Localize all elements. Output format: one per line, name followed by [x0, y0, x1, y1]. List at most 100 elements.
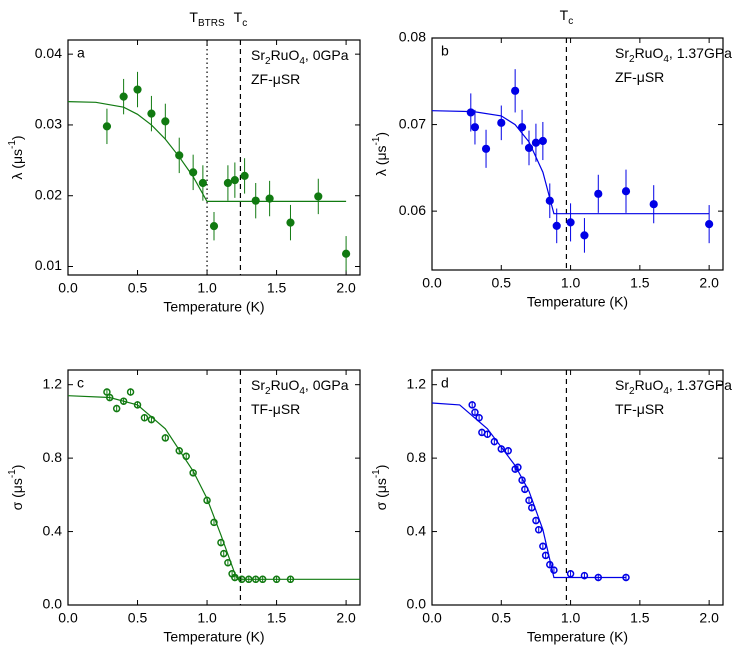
data-point: [231, 573, 239, 582]
data-point: [203, 496, 211, 505]
data-point: [182, 452, 190, 461]
x-tick-label: 1.5: [630, 275, 650, 291]
y-tick-label: 0.08: [399, 29, 426, 45]
plot-frame: [67, 369, 361, 606]
data-point: [133, 85, 142, 94]
superscript: -1: [371, 136, 382, 145]
text-part: T: [234, 9, 243, 25]
data-point: [541, 551, 550, 560]
text-part: RuO: [271, 47, 300, 63]
data-point: [189, 168, 198, 177]
y-axis-label: λ (μs-1): [371, 132, 389, 176]
data-point: [161, 117, 170, 126]
x-tick-label: 0.0: [422, 610, 442, 626]
annotation: TF-μSR: [615, 401, 664, 417]
text-part: ZF-μSR: [251, 71, 300, 87]
data-point: [140, 413, 149, 422]
panel-letter: a: [77, 45, 85, 61]
data-point: [497, 445, 506, 453]
data-point: [272, 575, 281, 584]
data-point: [251, 196, 260, 205]
data-point: [219, 549, 228, 558]
data-point: [566, 570, 575, 578]
data-point: [217, 538, 225, 547]
data-point: [175, 447, 183, 455]
data-point: [238, 575, 246, 584]
fit-line: [431, 402, 626, 579]
text-part: RuO: [635, 45, 664, 61]
annotation: Sr2RuO4, 1.37GPa: [615, 377, 732, 397]
data-point: [230, 176, 239, 185]
y-tick-label: 0.0: [43, 596, 63, 612]
data-point: [251, 575, 260, 584]
x-tick-label: 0.0: [58, 610, 78, 626]
data-point: [147, 109, 156, 118]
y-tick-label: 0.07: [399, 115, 426, 131]
data-point: [265, 194, 274, 203]
x-tick-label: 1.0: [561, 610, 581, 626]
panel-letter: d: [441, 375, 449, 391]
data-point: [622, 573, 630, 582]
subscript: 2: [629, 386, 635, 397]
x-tick-label: 0.0: [58, 280, 78, 296]
data-point: [341, 249, 351, 258]
x-tick-label: 0.5: [128, 280, 148, 296]
reference-label: TBTRS: [189, 9, 225, 29]
panel: 0.0 0.5 1.0 1.5 2.0 0.01 0.02 0.03 0.04 Temperatu…: [7, 9, 361, 315]
data-point: [175, 151, 184, 160]
subscript: 2: [265, 56, 271, 67]
x-axis-label: Temperature (K): [163, 299, 264, 315]
x-axis-label: Temperature (K): [163, 629, 264, 645]
text-part: ): [9, 135, 25, 140]
data-point: [286, 218, 295, 227]
data-point: [314, 192, 323, 201]
text-part: σ (μs: [9, 478, 25, 510]
data-point: [470, 123, 480, 132]
data-point: [245, 575, 253, 584]
data-point: [475, 413, 483, 422]
data-point: [580, 231, 589, 240]
data-point: [258, 575, 267, 584]
data-point: [566, 218, 575, 227]
fit-line: [67, 395, 360, 580]
x-tick-label: 1.5: [630, 610, 650, 626]
data-point: [286, 575, 295, 584]
data-point: [198, 178, 207, 188]
x-tick-label: 0.5: [492, 610, 512, 626]
data-point: [524, 143, 534, 153]
data-point: [531, 138, 541, 147]
plot-frame: [67, 39, 361, 276]
data-point: [240, 171, 249, 181]
data-point: [223, 178, 233, 188]
data-point: [580, 571, 589, 580]
reference-label: Tc: [560, 7, 574, 27]
data-point: [209, 222, 219, 231]
text-part: T: [560, 7, 569, 23]
data-point: [528, 503, 536, 512]
x-tick-label: 0.5: [128, 610, 148, 626]
y-tick-label: 0.4: [407, 522, 427, 538]
text-part: ): [9, 465, 25, 470]
data-point: [705, 220, 714, 229]
y-tick-label: 0.8: [407, 449, 427, 465]
subscript: c: [242, 18, 247, 29]
subscript: 2: [629, 54, 635, 65]
text-part: σ (μs: [373, 478, 389, 510]
data-point: [532, 516, 540, 525]
annotation: Sr2RuO4, 0GPa: [251, 47, 349, 67]
data-point: [483, 430, 492, 439]
annotation: ZF-μSR: [251, 71, 300, 87]
reference-label: Tc: [234, 9, 248, 29]
text-part: Sr: [251, 377, 265, 393]
x-tick-label: 2.0: [699, 275, 719, 291]
y-tick-label: 0.0: [407, 596, 427, 612]
text-part: T: [189, 9, 198, 25]
y-tick-label: 1.2: [407, 375, 427, 391]
superscript: -1: [7, 140, 18, 149]
x-tick-label: 1.5: [267, 610, 287, 626]
text-part: Sr: [251, 47, 265, 63]
data-point: [504, 447, 512, 455]
text-part: Sr: [615, 377, 629, 393]
data-point: [490, 437, 499, 446]
